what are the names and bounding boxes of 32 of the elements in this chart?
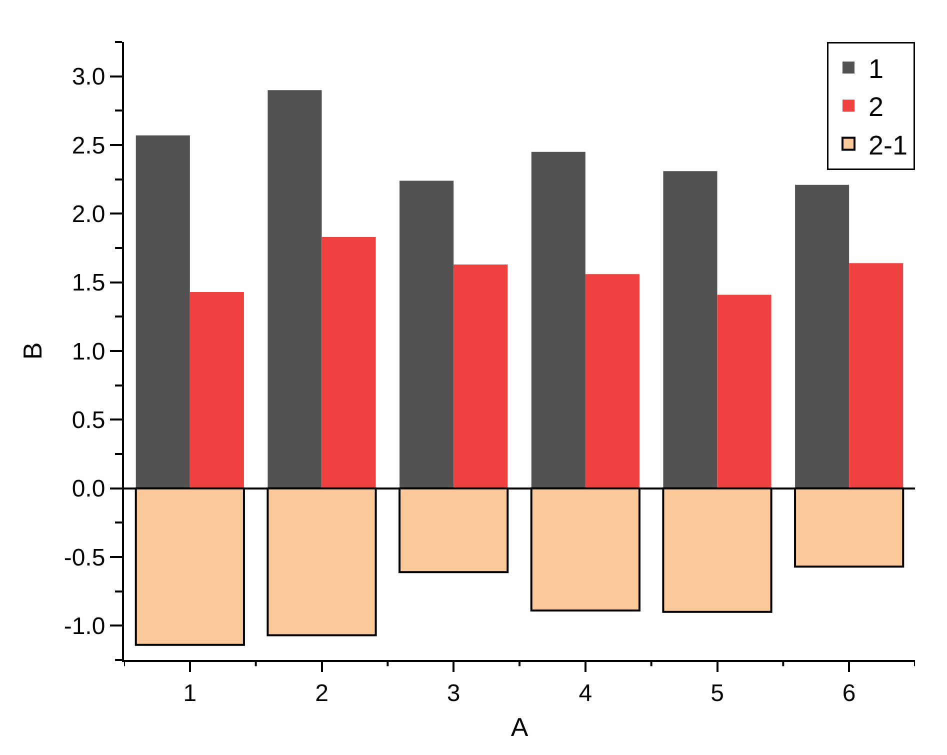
- bar: [454, 264, 508, 488]
- y-tick-label: 2.0: [72, 201, 106, 228]
- y-tick-label: 1.0: [72, 338, 106, 366]
- x-tick-label: 1: [183, 680, 197, 707]
- x-tick-label: 4: [578, 680, 592, 707]
- bar: [849, 263, 904, 488]
- bar: [795, 184, 850, 488]
- y-tick-label: -1.0: [64, 613, 106, 640]
- x-tick-label: 6: [842, 680, 856, 707]
- y-tick-label: 0.0: [72, 476, 106, 503]
- bar: [136, 135, 190, 488]
- y-tick-label: 2.5: [72, 132, 106, 160]
- y-tick-label: 0.5: [72, 407, 106, 434]
- bar: [322, 237, 376, 488]
- legend-label: 2-1: [868, 130, 908, 160]
- x-tick-label: 5: [710, 680, 724, 707]
- x-axis-title: A: [510, 712, 529, 742]
- bar: [400, 180, 454, 488]
- bar: [190, 292, 244, 488]
- bar: [531, 152, 586, 488]
- y-tick-label: 1.5: [72, 270, 106, 297]
- y-axis-title: B: [18, 342, 48, 360]
- y-tick-label: 3.0: [72, 64, 106, 91]
- x-tick-label: 3: [446, 680, 460, 707]
- legend-label: 1: [868, 54, 884, 84]
- x-tick-label: 2: [315, 680, 328, 707]
- bar: [268, 90, 322, 488]
- bar: [585, 274, 640, 488]
- bar: [663, 171, 718, 488]
- y-tick-label: -0.5: [64, 544, 106, 572]
- legend-label: 2: [868, 92, 884, 122]
- bar: [717, 294, 772, 488]
